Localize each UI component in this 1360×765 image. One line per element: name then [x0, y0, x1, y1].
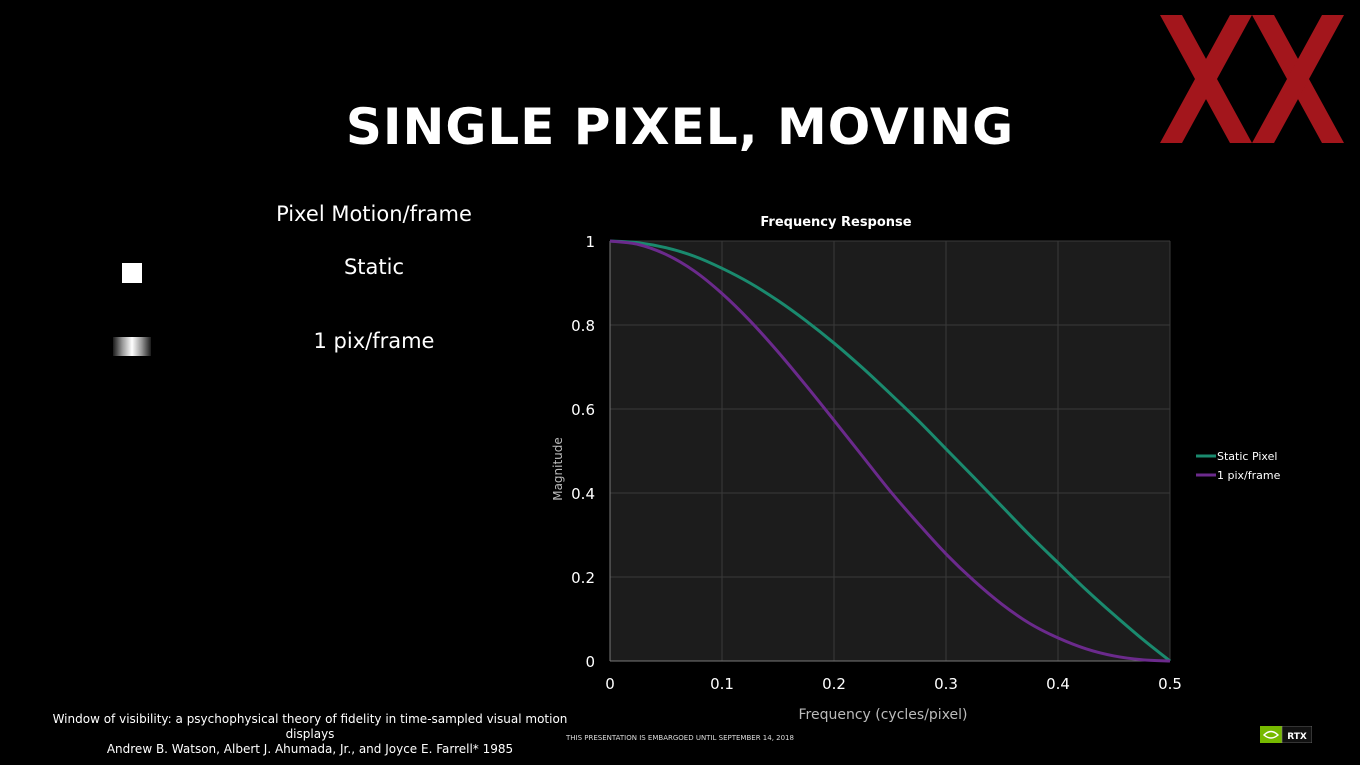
moving-label: 1 pix/frame	[313, 329, 435, 353]
citation-line-2: Andrew B. Watson, Albert J. Ahumada, Jr.…	[106, 742, 514, 756]
slide-title: SINGLE PIXEL, MOVING	[345, 98, 1015, 156]
legend: Static Pixel 1 pix/frame	[1196, 450, 1281, 482]
series-lines	[609, 239, 1171, 663]
series-line-0	[609, 239, 1171, 663]
series-line-1	[609, 239, 1171, 663]
y-tick-label: 1	[585, 233, 595, 251]
x-tick-label: 0.5	[1158, 675, 1182, 693]
y-axis-label: Magnitude	[551, 437, 565, 501]
y-tick-label: 0.2	[571, 569, 595, 587]
moving-pixel-swatch	[113, 337, 151, 356]
citation-line-1: Window of visibility: a psychophysical t…	[52, 712, 568, 741]
static-pixel-swatch	[122, 263, 142, 283]
motion-heading: Pixel Motion/frame	[276, 202, 472, 226]
y-tick-labels: 0 0.2 0.4 0.6 0.8 1	[571, 233, 595, 671]
y-tick-label: 0.8	[571, 317, 595, 335]
x-tick-label: 0.4	[1046, 675, 1070, 693]
rtx-badge-text: RTX	[1287, 732, 1307, 742]
x-axis-label: Frequency (cycles/pixel)	[798, 707, 967, 723]
x-tick-label: 0.1	[710, 675, 734, 693]
y-tick-label: 0.4	[571, 485, 595, 503]
legend-label: 1 pix/frame	[1217, 469, 1281, 482]
embargo-notice: THIS PRESENTATION IS EMBARGOED UNTIL SEP…	[566, 734, 794, 742]
y-tick-label: 0.6	[571, 401, 595, 419]
y-tick-label: 0	[585, 653, 595, 671]
legend-label: Static Pixel	[1217, 450, 1277, 463]
x-tick-labels: 0 0.1 0.2 0.3 0.4 0.5	[605, 675, 1182, 693]
rtx-badge-icon: RTX	[1260, 726, 1312, 743]
citation: Window of visibility: a psychophysical t…	[30, 712, 590, 757]
chart-title: Frequency Response	[760, 215, 911, 230]
static-label: Static	[343, 255, 405, 279]
x-tick-label: 0.3	[934, 675, 958, 693]
plot-area	[610, 241, 1170, 661]
logo-icon	[1160, 15, 1344, 143]
x-tick-label: 0	[605, 675, 615, 693]
frequency-response-chart: Frequency Response 0 0.2 0.4 0.6 0.8 1 0 0.1 0.…	[551, 215, 1281, 723]
x-tick-label: 0.2	[822, 675, 846, 693]
